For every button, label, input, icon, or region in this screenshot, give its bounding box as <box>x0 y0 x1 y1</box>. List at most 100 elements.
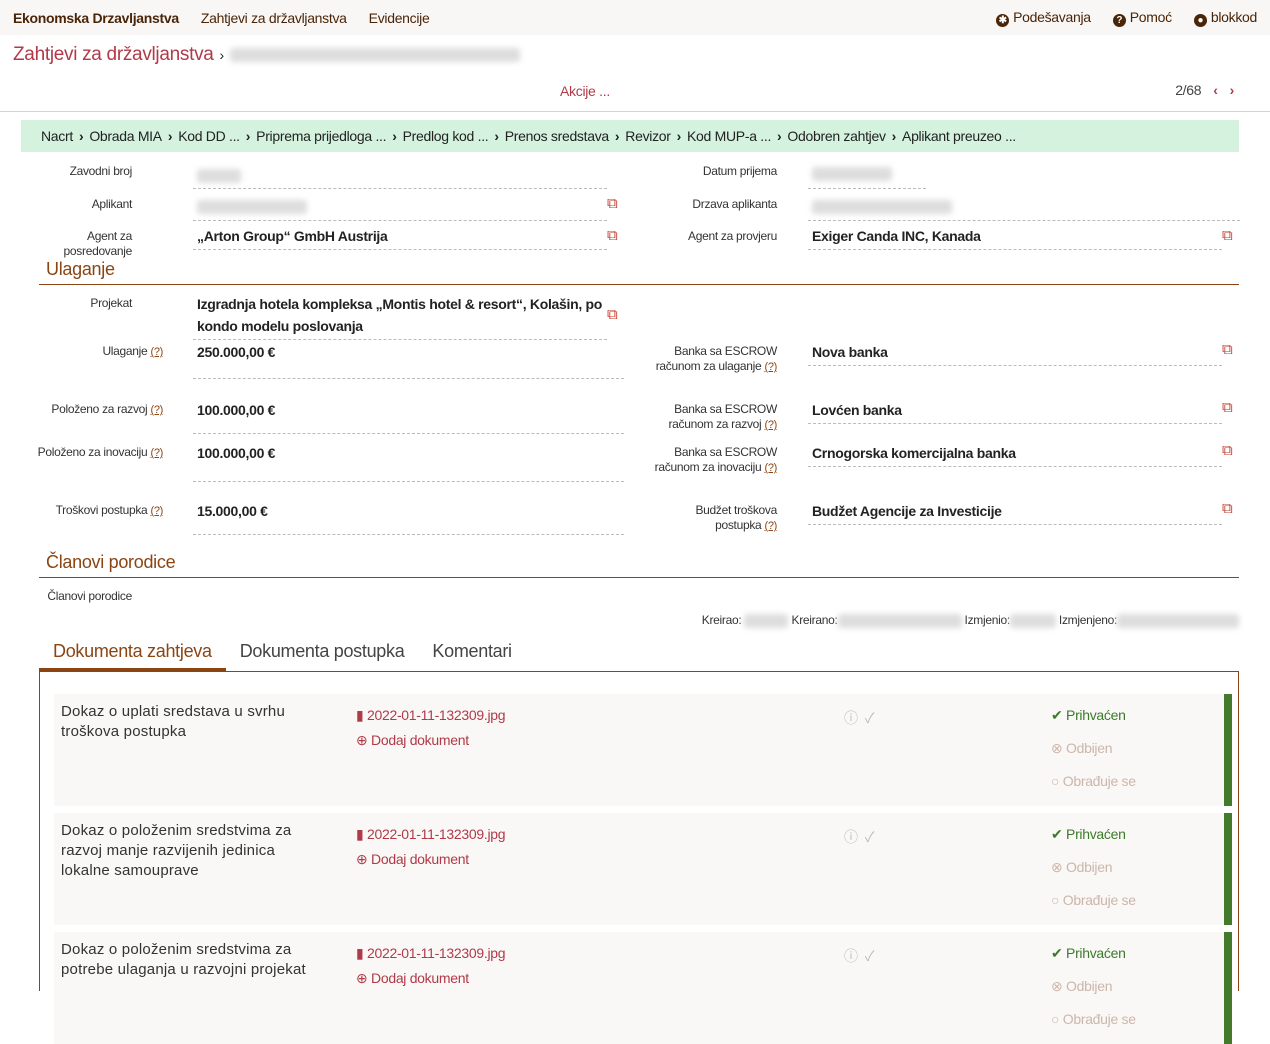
help-link[interactable]: (?) <box>764 419 777 431</box>
help-link[interactable]: (?) <box>150 447 163 459</box>
breadcrumb-link[interactable]: Zahtjevi za državljanstva <box>13 44 214 65</box>
help-link[interactable]: (?) <box>764 520 777 532</box>
step[interactable]: Kod DD ... <box>178 128 240 144</box>
bank-value: Crnogorska komercijalna banka <box>808 440 1222 467</box>
help-link[interactable]: (?) <box>150 505 163 517</box>
status-rejected-label: Odbijen <box>1066 740 1113 756</box>
help-link[interactable]: (?) <box>764 462 777 474</box>
step[interactable]: Odobren zahtjev <box>787 128 886 144</box>
bank-label: Banka sa ESCROW računom za inovaciju (?) <box>647 445 778 476</box>
external-link-icon[interactable]: ⧉ <box>607 306 618 323</box>
next-icon[interactable]: › <box>1229 82 1235 98</box>
step[interactable]: Kod MUP-a ... <box>687 128 772 144</box>
bank-label-text: Budžet troškova postupka <box>695 503 777 532</box>
external-link-icon[interactable]: ⧉ <box>1222 227 1233 244</box>
help-link[interactable]: (?) <box>764 361 777 373</box>
chevron-right-icon: › <box>392 128 397 144</box>
step[interactable]: Priprema prijedloga ... <box>256 128 387 144</box>
documents-panel: Dokaz o uplati sredstava u svrhu troškov… <box>39 671 1239 1044</box>
status-processing[interactable]: ○ Obrađuje se <box>1051 773 1136 789</box>
investment-label: Ulaganje (?) <box>3 344 163 360</box>
step[interactable]: Obrada MIA <box>89 128 162 144</box>
investment-value: 100.000,00 € <box>193 440 624 482</box>
status-indicator-bar <box>1224 813 1232 925</box>
external-link-icon[interactable]: ⧉ <box>607 195 618 212</box>
external-link-icon[interactable]: ⧉ <box>1222 500 1233 517</box>
document-file-link[interactable]: ▮ 2022-01-11-132309.jpg <box>356 945 506 962</box>
tab-dokumenta-postupka[interactable]: Dokumenta postupka <box>239 641 405 661</box>
step[interactable]: Prenos sredstava <box>504 128 609 144</box>
action-bar: Akcije ... 2/68 ‹ › <box>0 75 1270 112</box>
bank-label-text: Banka sa ESCROW računom za ulaganje <box>655 344 778 373</box>
label-clanovi: Članovi porodice <box>47 589 132 603</box>
external-link-icon[interactable]: ⧉ <box>1222 341 1233 358</box>
investment-value: 250.000,00 € <box>193 339 624 379</box>
plus-circle-icon: ⊕ <box>356 732 372 748</box>
status-accepted-label: Prihvaćen <box>1066 707 1126 723</box>
external-link-icon[interactable]: ⧉ <box>607 227 618 244</box>
status-processing[interactable]: ○ Obrađuje se <box>1051 1011 1136 1027</box>
document-title: Dokaz o položenim sredstvima za razvoj m… <box>61 822 292 879</box>
brand-link[interactable]: Ekonomska Drzavljanstva <box>13 9 179 26</box>
add-document-button[interactable]: ⊕ Dodaj dokument <box>356 851 469 868</box>
investment-label-text: Položeno za inovaciju <box>37 445 148 459</box>
projekat-value: Izgradnja hotela kompleksa „Montis hotel… <box>193 291 607 340</box>
help-label: Pomoć <box>1129 8 1172 25</box>
settings-label: Podešavanja <box>1013 8 1091 25</box>
help-link[interactable]: (?) <box>150 404 163 416</box>
nav-evidencije[interactable]: Evidencije <box>368 9 430 26</box>
status-processing[interactable]: ○ Obrađuje se <box>1051 892 1136 908</box>
info-icon[interactable]: ⓘ <box>844 948 858 964</box>
document-file-link[interactable]: ▮ 2022-01-11-132309.jpg <box>356 826 506 843</box>
label-aplikant: Aplikant <box>91 197 133 211</box>
actions-dropdown[interactable]: Akcije ... <box>560 83 610 99</box>
help-link[interactable]: ? Pomoć <box>1112 8 1172 27</box>
status-rejected[interactable]: ⊗ Odbijen <box>1051 978 1113 994</box>
bank-label-text: Banka sa ESCROW računom za inovaciju <box>654 445 778 474</box>
agent-posredovanje-value: „Arton Group“ GmbH Austrija <box>193 223 607 250</box>
check-icon[interactable]: ✓ <box>864 710 875 726</box>
status-accepted-label: Prihvaćen <box>1066 826 1126 842</box>
external-link-icon[interactable]: ⧉ <box>1222 399 1233 416</box>
status-rejected[interactable]: ⊗ Odbijen <box>1051 859 1113 875</box>
chevron-right-icon: › <box>167 128 173 144</box>
status-rejected-label: Odbijen <box>1066 859 1113 875</box>
investment-label: Položeno za inovaciju (?) <box>3 445 164 461</box>
status-rejected[interactable]: ⊗ Odbijen <box>1051 740 1113 756</box>
document-file-link[interactable]: ▮ 2022-01-11-132309.jpg <box>356 707 506 724</box>
step[interactable]: Nacrt <box>41 128 73 144</box>
chevron-right-icon: › <box>777 128 782 144</box>
check-icon[interactable]: ✓ <box>864 829 875 845</box>
user-label: blokkod <box>1210 8 1257 25</box>
investment-label-text: Položeno za razvoj <box>51 402 148 416</box>
info-icon[interactable]: ⓘ <box>844 829 858 845</box>
tab-komentari[interactable]: Komentari <box>432 641 512 661</box>
question-icon: ? <box>1112 13 1126 27</box>
check-icon[interactable]: ✓ <box>864 948 875 964</box>
section-ulaganje: Ulaganje <box>39 259 1239 285</box>
drzava-value <box>808 193 1240 221</box>
prev-icon[interactable]: ‹ <box>1213 82 1218 98</box>
status-accepted[interactable]: ✔ Prihvaćen <box>1051 707 1126 723</box>
step[interactable]: Predlog kod ... <box>402 128 489 144</box>
status-accepted[interactable]: ✔ Prihvaćen <box>1051 826 1126 842</box>
file-pdf-icon: ▮ <box>356 945 367 961</box>
document-actions: ⓘ ✓ <box>844 708 874 728</box>
user-menu[interactable]: ● blokkod <box>1193 8 1257 27</box>
document-actions: ⓘ ✓ <box>844 946 874 966</box>
nav-zahtjevi[interactable]: Zahtjevi za državljanstva <box>200 9 347 26</box>
add-document-button[interactable]: ⊕ Dodaj dokument <box>356 732 469 749</box>
step[interactable]: Revizor <box>625 128 671 144</box>
add-document-button[interactable]: ⊕ Dodaj dokument <box>356 970 469 987</box>
label-datum-prijema: Datum prijema <box>702 164 777 178</box>
help-link[interactable]: (?) <box>150 346 163 358</box>
external-link-icon[interactable]: ⧉ <box>1222 442 1233 459</box>
aplikant-value <box>193 193 607 221</box>
chevron-right-icon: › <box>494 128 499 144</box>
status-accepted[interactable]: ✔ Prihvaćen <box>1051 945 1126 961</box>
info-icon[interactable]: ⓘ <box>844 710 858 726</box>
tab-dokumenta-zahtjeva[interactable]: Dokumenta zahtjeva <box>39 641 226 672</box>
chevron-right-icon: › <box>891 128 897 144</box>
settings-link[interactable]: ✱ Podešavanja <box>996 9 1091 27</box>
step[interactable]: Aplikant preuzeo ... <box>902 128 1016 144</box>
